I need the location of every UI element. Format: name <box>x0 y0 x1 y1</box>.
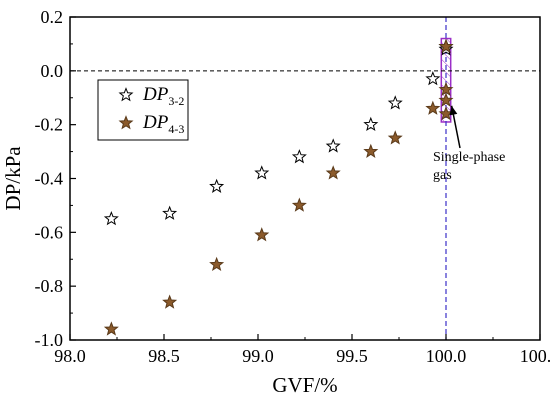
annotation-text-line-2: gas <box>433 168 452 183</box>
data-point-series-1-6 <box>363 143 379 158</box>
x-tick-label-2: 99.0 <box>242 346 274 366</box>
legend-marker-dp43 <box>118 115 134 130</box>
data-point-series-0-0 <box>103 211 119 226</box>
legend-box <box>97 79 189 141</box>
y-tick-label-6: 0.2 <box>41 7 64 27</box>
data-point-series-0-1 <box>162 205 178 220</box>
y-tick-label-4: -0.2 <box>35 115 64 135</box>
data-point-series-0-7 <box>387 95 403 110</box>
data-point-series-1-12 <box>438 38 454 53</box>
y-tick-label-1: -0.8 <box>35 276 64 296</box>
x-tick-label-0: 98.0 <box>54 346 86 366</box>
legend-marker-dp43-star <box>118 115 134 130</box>
x-tick-label-3: 99.5 <box>336 346 368 366</box>
legend-label-dp32-base: DP <box>142 84 169 105</box>
legend-label-dp43-subscript: 4-3 <box>168 122 184 136</box>
plot-frame <box>69 16 541 341</box>
data-point-series-1-10 <box>438 92 454 107</box>
data-point-series-0-6 <box>363 116 379 132</box>
y-tick-label-3: -0.4 <box>35 169 64 189</box>
legend-label-dp32: DP3-2 <box>142 84 184 108</box>
marks-layer: 98.0 98.5 99.0 99.5 100.0 100.5 -1.0 -0.8 -0.6 -0… <box>35 7 550 366</box>
legend-label-dp43-base: DP <box>142 112 169 133</box>
y-tick-label-0: -1.0 <box>35 330 64 350</box>
annotation-text-line-1: Single-phase <box>433 150 505 165</box>
data-point-series-1-2 <box>209 256 225 272</box>
data-point-series-1-0 <box>103 321 119 336</box>
legend-marker-dp32 <box>118 87 134 102</box>
data-point-series-1-1 <box>162 294 178 309</box>
data-point-series-0-8 <box>425 71 441 86</box>
data-point-series-0-4 <box>291 149 307 164</box>
y-tick-label-2: -0.6 <box>35 222 64 242</box>
x-tick-label-1: 98.5 <box>148 346 180 366</box>
y-axis-title: DP/kPa <box>1 146 25 211</box>
data-point-series-0-5 <box>325 138 341 153</box>
legend-marker-dp32-star <box>118 87 134 102</box>
annotation-arrowhead <box>449 105 458 116</box>
data-point-series-1-3 <box>254 227 270 242</box>
legend-label-dp43: DP4-3 <box>142 112 184 136</box>
data-point-series-0-2 <box>209 178 225 193</box>
legend: DP3-2 DP4-3 <box>97 79 189 141</box>
x-tick-label-5: 100.5 <box>520 346 550 366</box>
data-point-series-1-5 <box>325 165 341 180</box>
legend-label-dp32-subscript: 3-2 <box>168 94 184 108</box>
x-tick-label-4: 100.0 <box>426 346 467 366</box>
y-tick-label-5: 0.0 <box>41 61 64 81</box>
data-point-series-0-3 <box>254 165 270 180</box>
data-point-series-1-8 <box>425 100 441 115</box>
data-point-series-1-9 <box>438 81 454 97</box>
data-point-series-1-7 <box>387 130 403 145</box>
data-point-series-1-4 <box>291 197 307 212</box>
x-axis-title: GVF/% <box>272 373 337 397</box>
annotation: Single-phase gas <box>433 105 505 183</box>
